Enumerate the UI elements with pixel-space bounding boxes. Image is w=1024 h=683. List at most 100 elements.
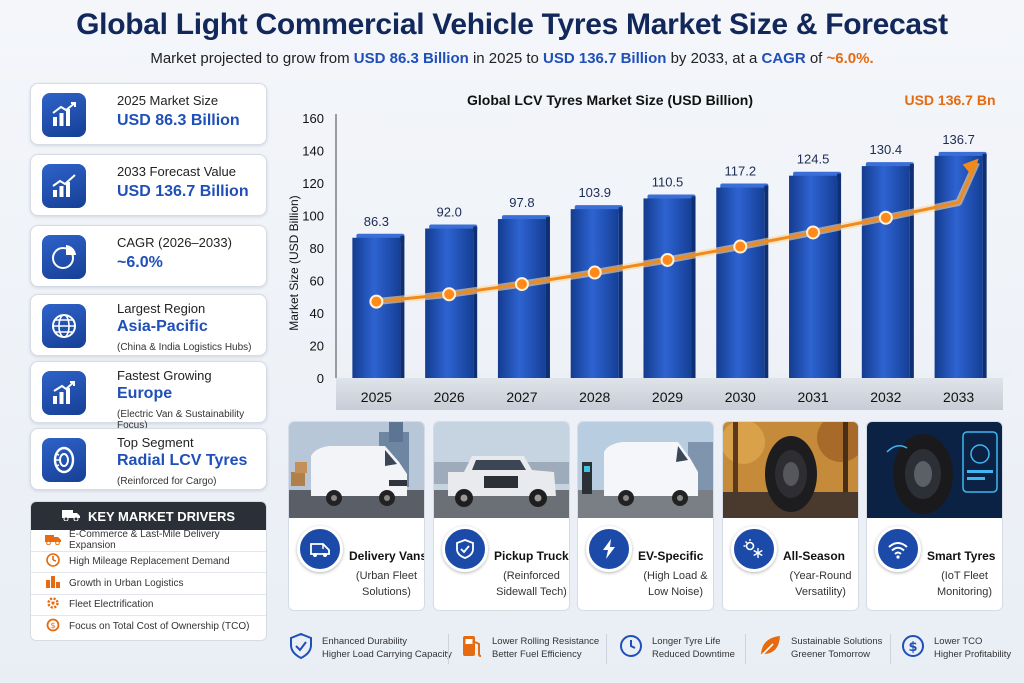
y-tick-label: 60 (310, 274, 324, 289)
x-tick-label: 2028 (579, 389, 610, 405)
benefit-divider (890, 634, 891, 664)
trend-point (806, 225, 821, 240)
stat-note: (Electric Van & Sustainability Focus) (117, 409, 245, 431)
segment-name: Smart Tyres (927, 549, 996, 563)
bar (861, 166, 910, 378)
bar (789, 175, 838, 378)
shield-check-icon (288, 632, 314, 665)
gear-icon (45, 596, 61, 613)
x-tick-label: 2030 (725, 389, 756, 405)
benefit-line-2: Greener Tomorrow (791, 649, 871, 660)
segment-name: Delivery Vans (349, 549, 425, 563)
subtitle-cagr-value: ~6.0%. (826, 50, 874, 67)
svg-text:$: $ (908, 640, 917, 655)
delivery-truck-icon (45, 533, 61, 548)
y-tick-label: 0 (317, 371, 324, 386)
benefit-tco: $ Lower TCO Higher Profitability (900, 632, 1011, 664)
stat-card-2033: 2033 Forecast Value USD 136.7 Billion (30, 154, 267, 216)
benefit-line-1: Lower TCO (934, 636, 983, 647)
subtitle-value-2033: USD 136.7 Billion (543, 50, 667, 67)
benefit-line-1: Sustainable Solutions (791, 636, 883, 647)
x-tick-label: 2026 (434, 389, 465, 405)
stat-label: Fastest Growing (117, 368, 212, 383)
lightning-icon (586, 526, 632, 572)
x-tick-label: 2027 (506, 389, 537, 405)
segment-desc: (IoT Fleet Monitoring) (936, 570, 993, 598)
trend-point (660, 252, 675, 267)
stat-card-cagr: CAGR (2026–2033) ~6.0% (30, 225, 267, 287)
drivers-header: KEY MARKET DRIVERS (31, 502, 266, 530)
trend-arrow-head (962, 158, 979, 177)
y-tick-label: 40 (310, 306, 324, 321)
fuel-pump-icon (460, 632, 484, 665)
bar-value-label: 110.5 (652, 174, 684, 189)
bar-value-label: 117.2 (724, 164, 756, 179)
stat-value: Asia-Pacific (117, 318, 208, 335)
y-tick-label: 100 (302, 209, 324, 224)
bar-side (400, 235, 405, 378)
trend-point (442, 287, 457, 302)
smart-tyre-photo (867, 422, 1002, 518)
bar-side (473, 226, 478, 378)
wifi-icon (875, 526, 921, 572)
segment-card-smart-tyres: Smart Tyres (IoT Fleet Monitoring) (866, 421, 1003, 611)
stat-label: 2025 Market Size (117, 93, 219, 108)
benefit-line-1: Enhanced Durability (322, 636, 408, 647)
bar-side (545, 217, 550, 378)
driver-label: E-Commerce & Last-Mile Delivery Expansio… (69, 529, 220, 552)
growth-icon (42, 371, 86, 415)
stat-card-2025: 2025 Market Size USD 86.3 Billion (30, 83, 267, 145)
stat-note: (China & India Logistics Hubs) (117, 342, 252, 353)
bar (643, 198, 692, 378)
bar (934, 155, 983, 378)
pickup-truck-photo (434, 422, 569, 518)
subtitle-text-1: Market projected to grow from (150, 50, 354, 67)
bar (716, 187, 765, 378)
bar-value-label: 97.8 (509, 195, 534, 210)
tyre-icon (42, 438, 86, 482)
driver-item: Growth in Urban Logistics (31, 573, 266, 595)
stat-label: Top Segment (117, 435, 194, 450)
driver-label: Focus on Total Cost of Ownership (TCO) (69, 621, 250, 633)
x-tick-label: 2033 (943, 389, 974, 405)
trend-point (878, 210, 893, 225)
segment-desc: (Reinforced Sidewall Tech) (496, 570, 567, 598)
stat-value: USD 136.7 Billion (117, 183, 249, 200)
stat-label: CAGR (2026–2033) (117, 235, 232, 250)
benefit-line-1: Longer Tyre Life (652, 636, 721, 647)
chart-callout: USD 136.7 Bn (904, 92, 995, 108)
driver-label: Growth in Urban Logistics (69, 577, 184, 589)
benefit-line-2: Reduced Downtime (652, 649, 735, 660)
segment-card-pickup-trucks: Pickup Trucks (Reinforced Sidewall Tech) (433, 421, 570, 611)
benefit-durability: Enhanced Durability Higher Load Carrying … (288, 632, 452, 664)
bar (570, 209, 619, 378)
bar-value-label: 86.3 (364, 214, 389, 229)
subtitle-text-2: in 2025 to (468, 50, 544, 67)
y-tick-label: 140 (302, 144, 324, 159)
trend-point (587, 265, 602, 280)
benefit-divider (745, 634, 746, 664)
benefit-divider (448, 634, 449, 664)
mileage-icon (45, 553, 61, 570)
benefit-sustainable: Sustainable Solutions Greener Tomorrow (757, 632, 882, 664)
stat-value: Europe (117, 385, 173, 402)
delivery-van-photo (289, 422, 424, 518)
svg-text:$: $ (50, 621, 55, 630)
market-size-chart: Global LCV Tyres Market Size (USD Billio… (280, 85, 1020, 415)
trend-point (369, 294, 384, 309)
page-subtitle: Market projected to grow from USD 86.3 B… (0, 50, 1024, 67)
benefit-rolling-resistance: Lower Rolling Resistance Better Fuel Effi… (460, 632, 599, 664)
key-market-drivers-panel: KEY MARKET DRIVERS E-Commerce & Last-Mil… (30, 501, 267, 641)
driver-item: E-Commerce & Last-Mile Delivery Expansio… (31, 529, 266, 552)
bar-value-label: 136.7 (942, 132, 975, 147)
sun-snow-icon (731, 526, 777, 572)
city-icon (45, 575, 61, 592)
bar (497, 219, 546, 378)
bar-value-label: 103.9 (578, 185, 611, 200)
trend-point (514, 277, 529, 292)
bar-side (764, 185, 769, 378)
bar-value-label: 124.5 (797, 152, 830, 167)
x-tick-label: 2029 (652, 389, 683, 405)
subtitle-text-4: of (805, 50, 827, 67)
bar-side (837, 173, 842, 378)
